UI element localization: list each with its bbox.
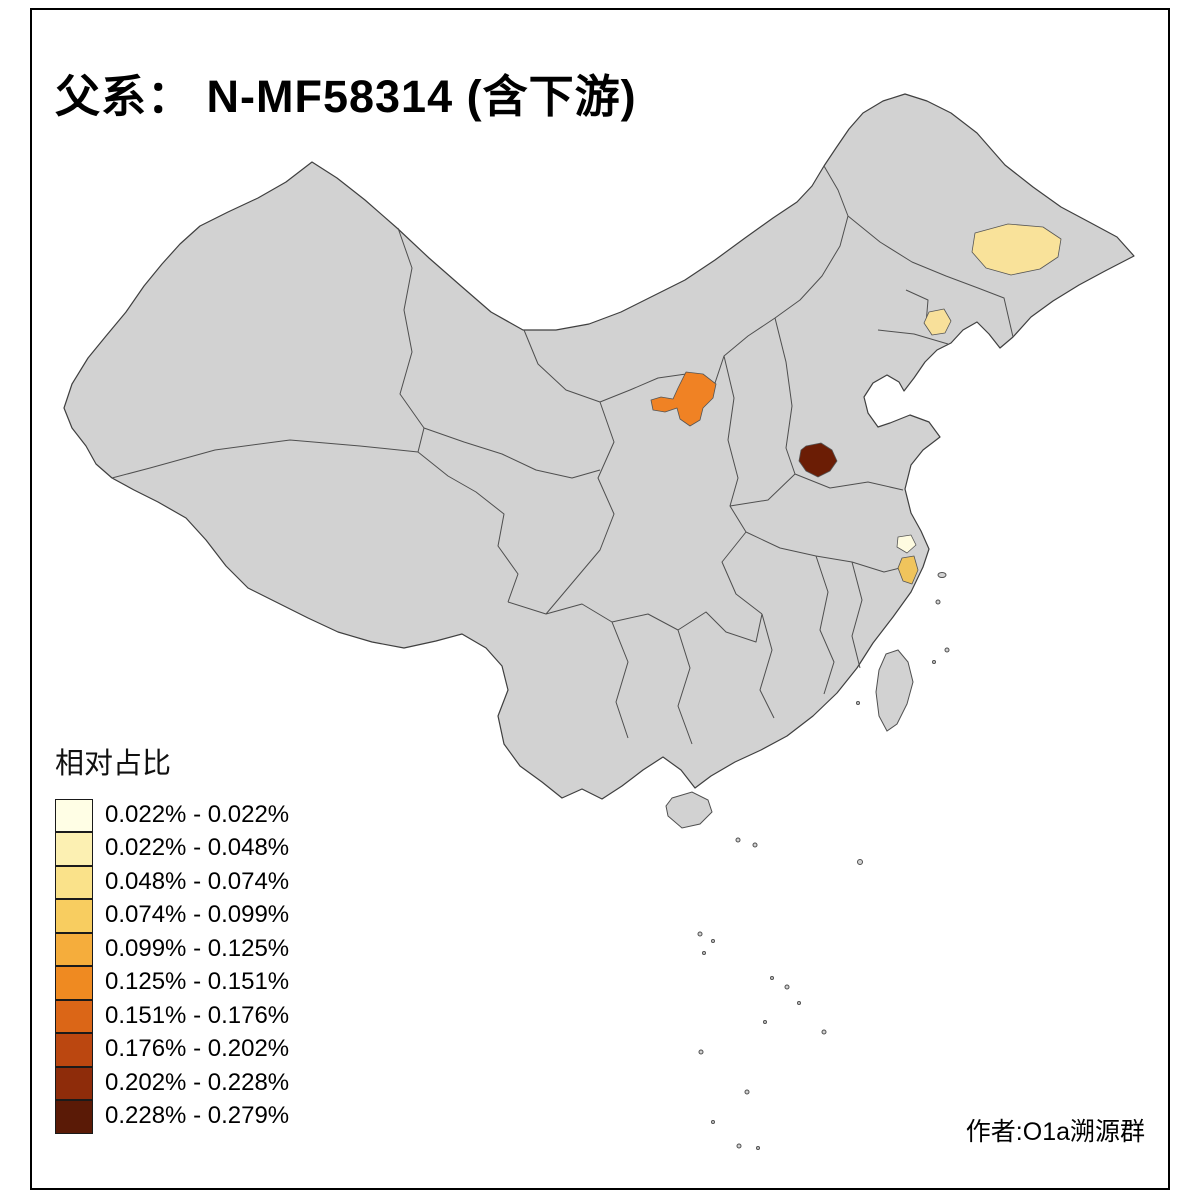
legend-swatch <box>55 1033 93 1067</box>
taiwan-island <box>875 649 914 732</box>
hainan-island <box>665 791 713 829</box>
china-mainland-shape <box>63 93 1135 800</box>
legend-label: 0.074% - 0.099% <box>105 901 290 929</box>
legend-swatch <box>55 966 93 1000</box>
plot-border <box>30 8 1170 1190</box>
liaoning-small-region <box>923 308 952 336</box>
legend-label: 0.151% - 0.176% <box>105 1001 290 1029</box>
legend-item: 0.151% - 0.176% <box>55 999 289 1033</box>
legend-label: 0.202% - 0.228% <box>105 1068 290 1096</box>
legend-item: 0.048% - 0.074% <box>55 865 289 899</box>
shandong-west-region <box>798 442 838 478</box>
legend-swatch <box>55 1100 93 1134</box>
zhoushan-islands <box>937 572 947 578</box>
zhejiang-north-region <box>897 555 919 585</box>
legend-swatch <box>55 1066 93 1100</box>
northeast-heilongjiang-region <box>971 223 1062 276</box>
legend-item: 0.022% - 0.022% <box>55 798 289 832</box>
legend-label: 0.228% - 0.279% <box>105 1102 290 1130</box>
legend-item: 0.202% - 0.228% <box>55 1066 289 1100</box>
legend-item: 0.228% - 0.279% <box>55 1100 289 1134</box>
legend: 相对占比 0.022% - 0.022% 0.022% - 0.048% 0.0… <box>55 740 289 1134</box>
legend-swatch <box>55 865 93 899</box>
legend-swatch <box>55 999 93 1033</box>
legend-label: 0.099% - 0.125% <box>105 934 290 962</box>
page-title: 父系： N-MF58314 (含下游) <box>55 71 637 122</box>
legend-label: 0.048% - 0.074% <box>105 867 290 895</box>
legend-item: 0.099% - 0.125% <box>55 932 289 966</box>
legend-title: 相对占比 <box>55 748 172 780</box>
legend-swatch <box>55 932 93 966</box>
legend-swatch <box>55 798 93 832</box>
province-boundaries <box>111 165 1014 745</box>
legend-swatch <box>55 832 93 866</box>
shanghai-region <box>896 534 917 554</box>
legend-swatch <box>55 899 93 933</box>
legend-item: 0.022% - 0.048% <box>55 832 289 866</box>
islands <box>665 572 950 1150</box>
legend-label: 0.022% - 0.022% <box>105 800 290 828</box>
legend-label: 0.125% - 0.151% <box>105 968 290 996</box>
legend-item: 0.176% - 0.202% <box>55 1033 289 1067</box>
legend-item: 0.125% - 0.151% <box>55 966 289 1000</box>
legend-item: 0.074% - 0.099% <box>55 899 289 933</box>
highlighted-regions <box>650 223 1062 585</box>
author-credit: 作者:O1a溯源群 <box>965 1118 1145 1146</box>
south-sea-islet <box>735 837 741 843</box>
legend-label: 0.176% - 0.202% <box>105 1035 290 1063</box>
ningxia-region <box>650 371 717 427</box>
legend-label: 0.022% - 0.048% <box>105 834 290 862</box>
